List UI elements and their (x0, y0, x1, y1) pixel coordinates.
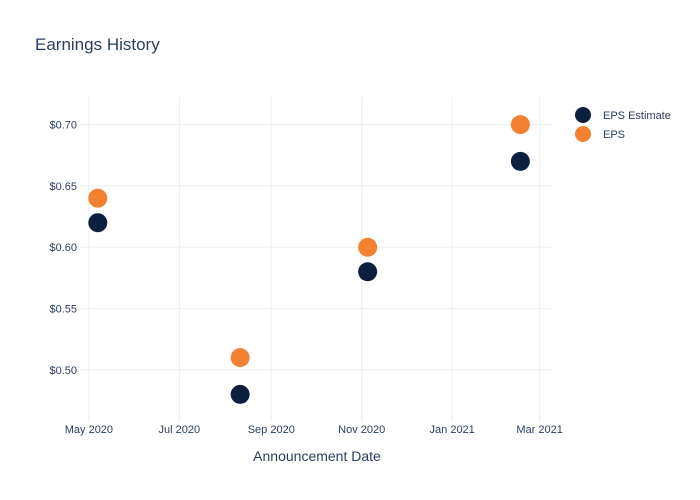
x-tick-label: Jul 2020 (159, 424, 201, 436)
eps-point[interactable] (230, 348, 250, 368)
x-tick-label: Jan 2021 (430, 424, 475, 436)
gridlines (80, 97, 553, 422)
x-axis-ticks: May 2020 Jul 2020 Sep 2020 Nov 2020 Jan 2021… (65, 424, 563, 436)
y-tick-label: $0.70 (49, 120, 77, 132)
x-tick-label: Nov 2020 (338, 424, 385, 436)
eps-point[interactable] (88, 188, 108, 208)
legend-label: EPS Estimate (603, 110, 671, 122)
eps-estimate-point[interactable] (510, 151, 530, 171)
x-tick-label: May 2020 (65, 424, 113, 436)
eps-estimate-point[interactable] (230, 384, 250, 404)
legend-marker (575, 107, 591, 123)
y-tick-label: $0.60 (49, 242, 77, 254)
x-tick-label: Sep 2020 (248, 424, 295, 436)
legend-item-eps[interactable]: EPS (575, 126, 625, 142)
legend-label: EPS (603, 129, 625, 141)
eps-point[interactable] (510, 115, 530, 135)
y-tick-label: $0.50 (49, 365, 77, 377)
eps-point[interactable] (358, 237, 378, 257)
eps-estimate-point[interactable] (358, 262, 378, 282)
y-tick-label: $0.65 (49, 181, 77, 193)
legend[interactable]: EPS Estimate EPS (575, 107, 671, 142)
scatter-points (88, 115, 530, 404)
x-axis-label: Announcement Date (253, 448, 381, 464)
y-axis-ticks: $0.50 $0.55 $0.60 $0.65 $0.70 (49, 120, 77, 377)
chart-title: Earnings History (35, 35, 160, 54)
y-tick-label: $0.55 (49, 304, 77, 316)
legend-marker (575, 126, 591, 142)
x-tick-label: Mar 2021 (516, 424, 562, 436)
eps-estimate-point[interactable] (88, 213, 108, 233)
legend-item-eps-estimate[interactable]: EPS Estimate (575, 107, 671, 123)
